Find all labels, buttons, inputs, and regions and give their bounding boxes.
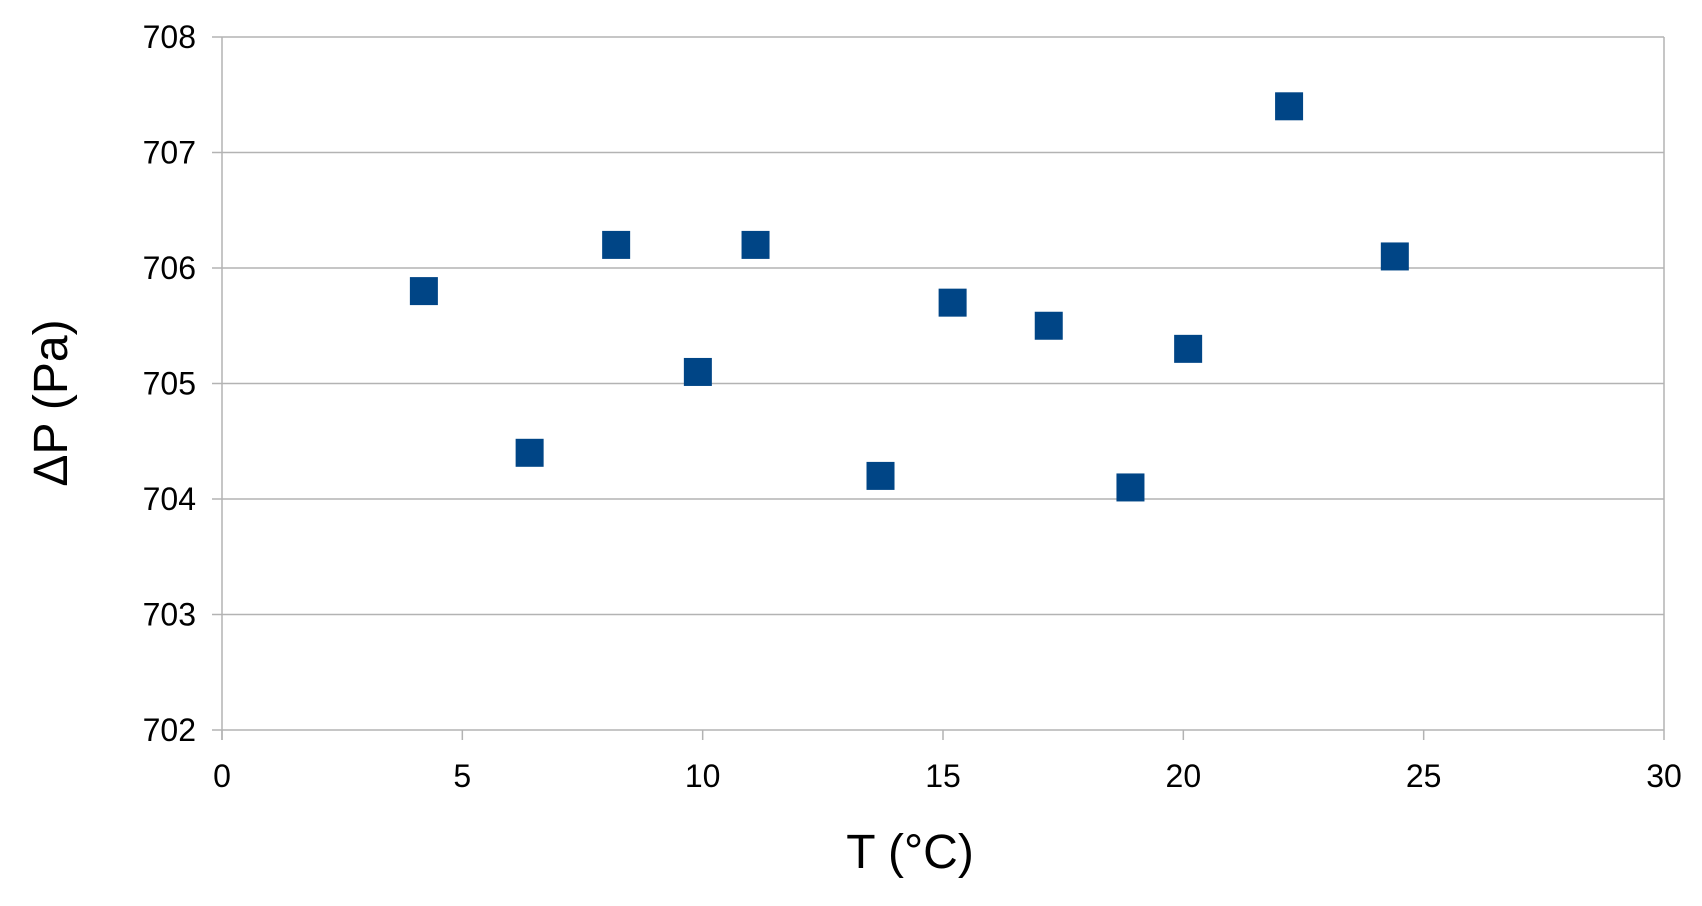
data-point (1380, 242, 1409, 271)
data-point (938, 288, 967, 317)
x-tick-label: 10 (685, 758, 721, 794)
data-point (866, 461, 895, 490)
axes (212, 36, 1665, 740)
x-tick-label: 30 (1646, 758, 1682, 794)
data-points (409, 92, 1409, 502)
x-tick-label: 5 (453, 758, 471, 794)
y-tick-labels: 702 703 704 705 706 707 708 (143, 19, 196, 748)
y-tick-label: 704 (143, 481, 196, 517)
gridlines (222, 36, 1664, 731)
data-point (1034, 311, 1063, 340)
x-tick-label: 25 (1406, 758, 1442, 794)
data-point (683, 357, 712, 386)
x-tick-label: 0 (213, 758, 231, 794)
data-point (1174, 334, 1203, 363)
y-axis-title: ΔP (Pa) (25, 319, 78, 486)
data-point (409, 277, 438, 306)
data-point (515, 438, 544, 467)
x-axis-title: T (°C) (846, 826, 974, 879)
data-point (602, 230, 631, 259)
y-tick-label: 703 (143, 597, 196, 633)
y-tick-label: 708 (143, 19, 196, 55)
y-tick-label: 705 (143, 366, 196, 402)
data-point (741, 230, 770, 259)
data-point (1116, 473, 1145, 502)
y-tick-label: 707 (143, 135, 196, 171)
y-tick-label: 706 (143, 250, 196, 286)
x-tick-labels: 0 5 10 15 20 25 30 (213, 758, 1682, 794)
y-tick-label: 702 (143, 712, 196, 748)
x-tick-label: 20 (1166, 758, 1202, 794)
data-point (1275, 92, 1304, 121)
x-tick-label: 15 (925, 758, 961, 794)
